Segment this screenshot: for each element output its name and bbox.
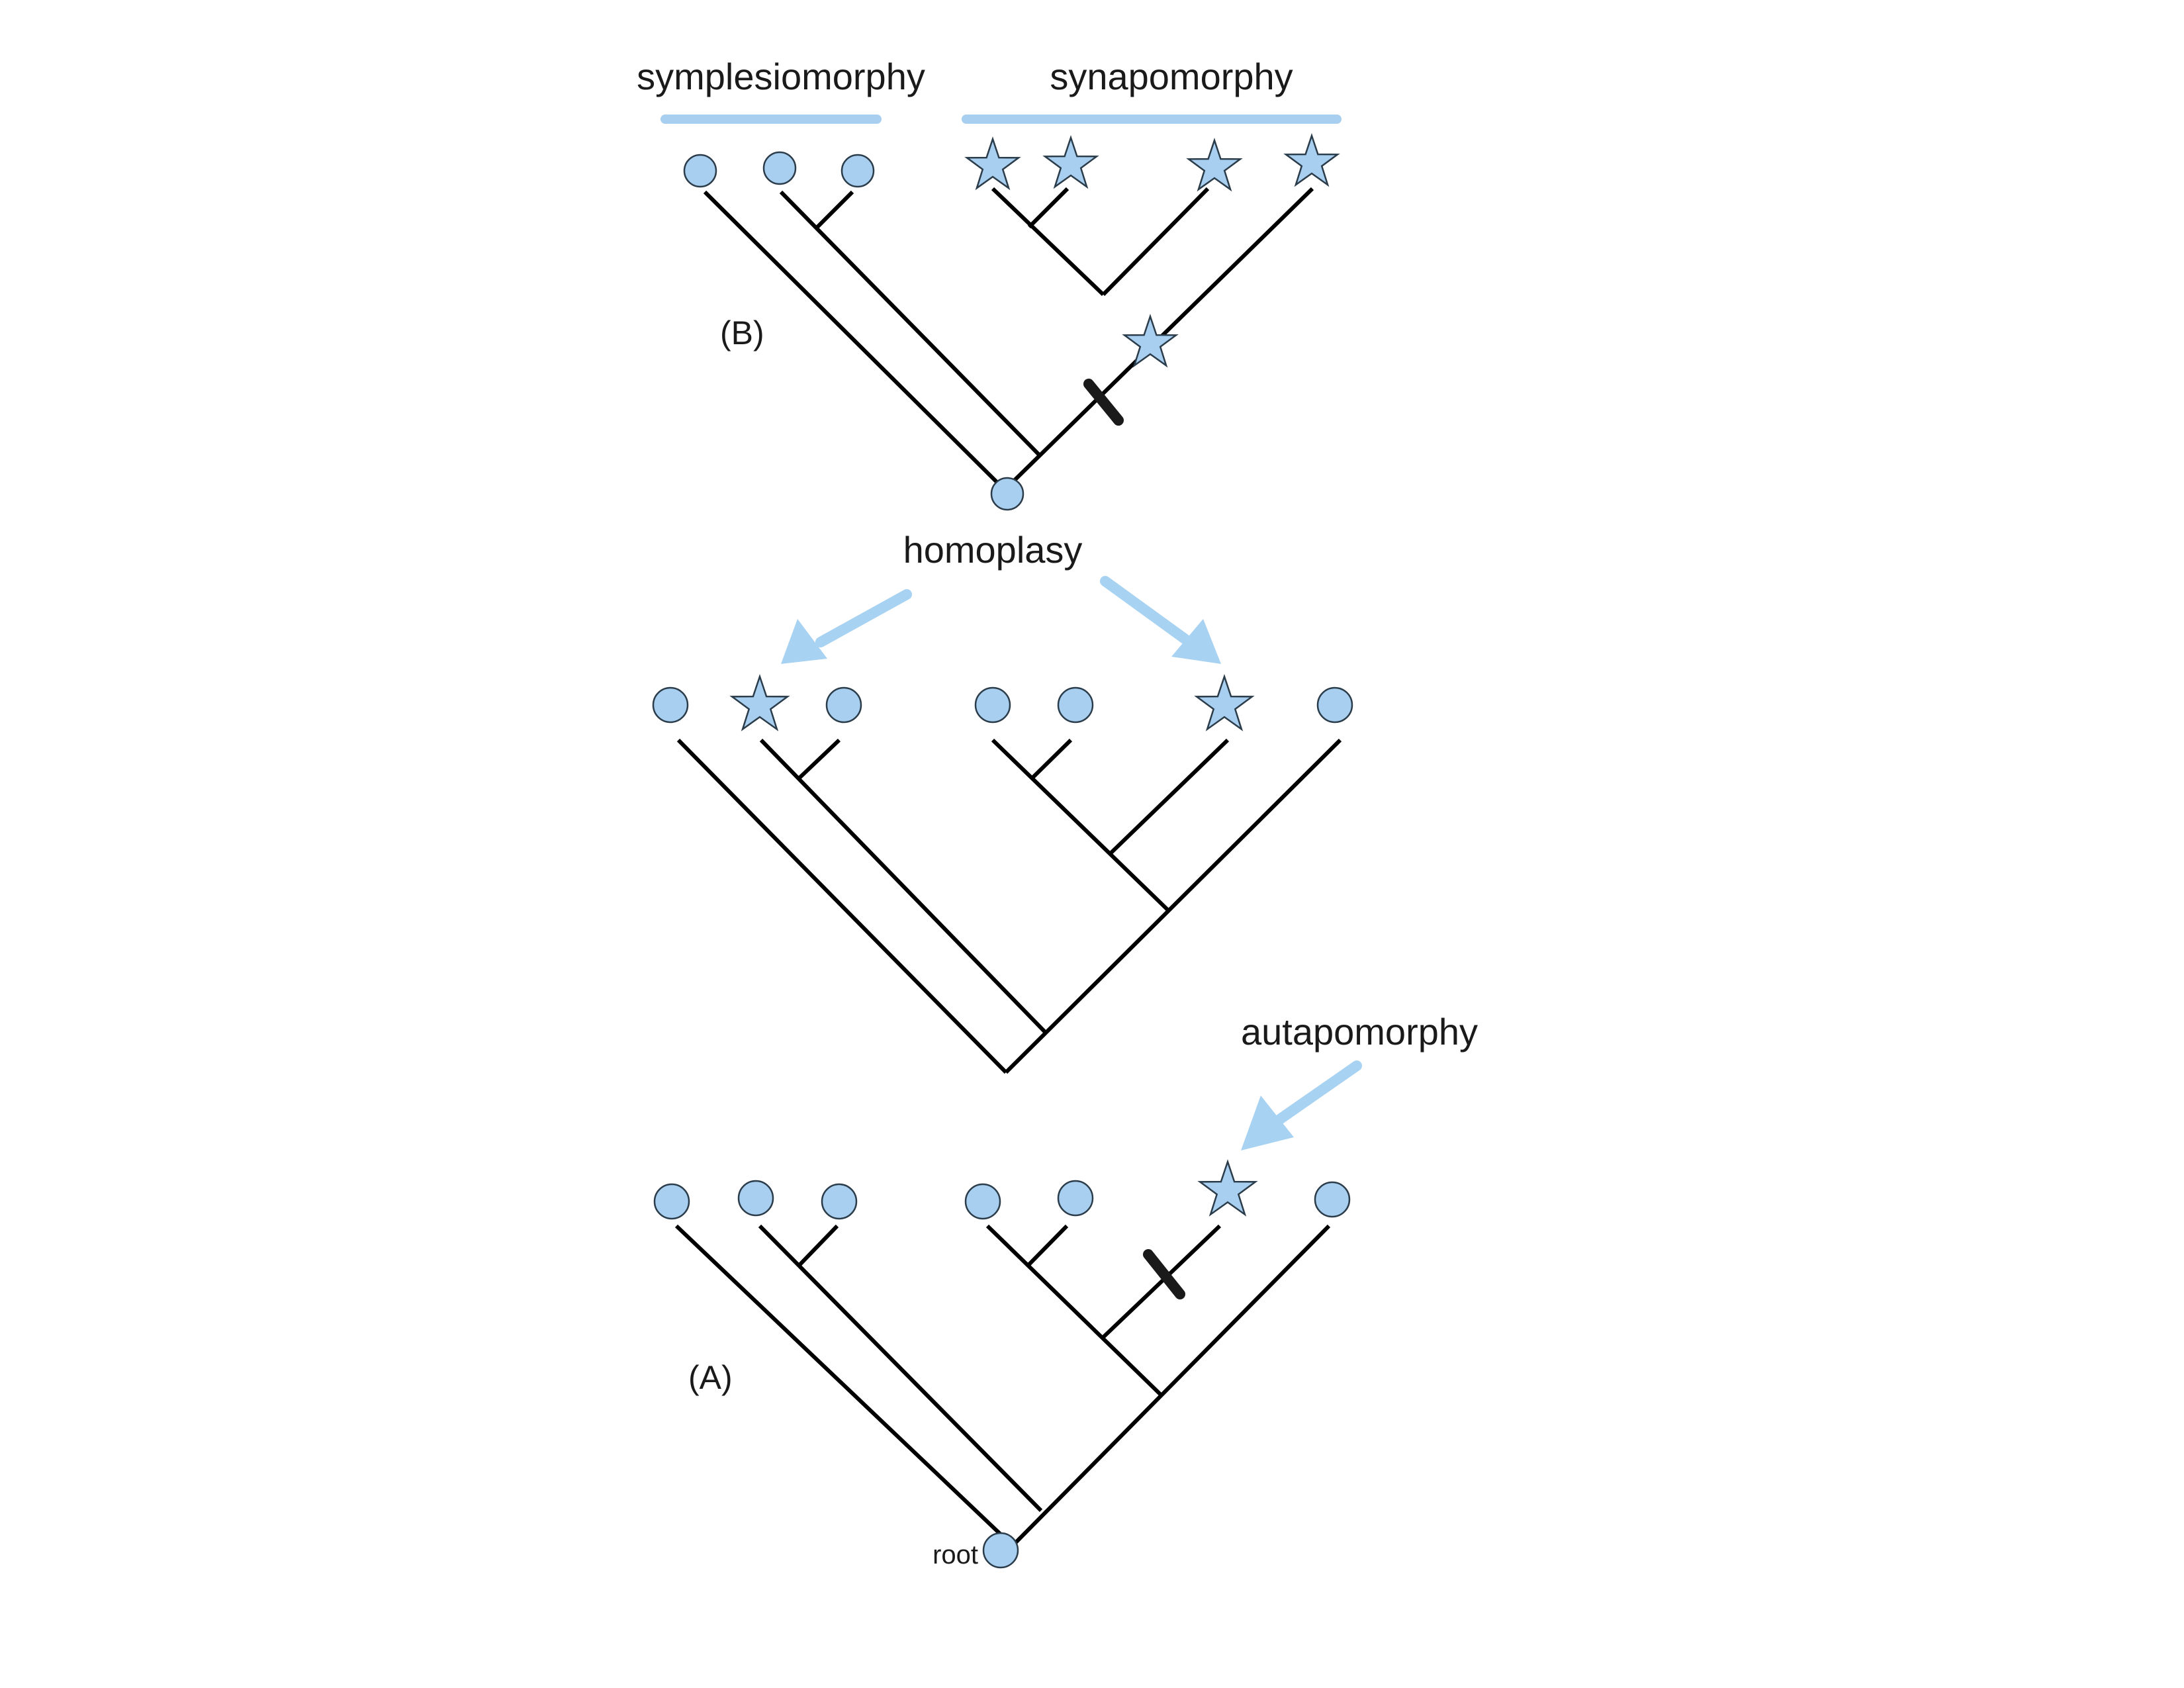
ancestral-state-circle (1314, 1181, 1351, 1218)
ancestral-state-circle (653, 1183, 690, 1220)
branch (1101, 187, 1210, 297)
homoplasy-arrow-right (1100, 576, 1190, 644)
branch (759, 738, 1048, 1035)
branch (676, 738, 1008, 1074)
ancestral-state-circle (974, 686, 1011, 724)
branch (1027, 187, 1069, 229)
autapomorphy-arrowhead (1241, 1096, 1294, 1150)
panel-a-label: (A) (688, 1359, 733, 1396)
branch (991, 738, 1170, 912)
derived-state-star (1197, 1159, 1258, 1217)
ancestral-state-circle (683, 154, 717, 188)
homoplasy-arrowhead-right (1171, 619, 1221, 664)
branch (1101, 1224, 1222, 1339)
branch (1026, 1224, 1069, 1268)
ancestral-state-circle (825, 686, 862, 724)
root-state-circle (990, 477, 1024, 511)
derived-state-star (964, 136, 1021, 191)
derived-state-star (1194, 674, 1255, 731)
branch (674, 1224, 1015, 1548)
character-change-tick (1083, 379, 1124, 426)
ancestral-state-circle (737, 1180, 774, 1217)
branch (779, 190, 1043, 459)
branch (814, 190, 854, 230)
tree-homoplasy: homoplasy (652, 529, 1353, 1074)
ancestral-state-circle (652, 686, 689, 724)
derived-state-star (1122, 314, 1179, 368)
branch (1108, 738, 1230, 856)
ancestral-state-circle (841, 154, 875, 188)
branch (758, 1224, 1043, 1513)
ancestral-state-circle (762, 151, 797, 185)
derived-state-star (1042, 135, 1099, 189)
branch (1004, 738, 1342, 1074)
branch (1011, 1224, 1331, 1548)
ancestral-state-circle (1057, 1180, 1094, 1217)
derived-state-star (1283, 133, 1340, 187)
root-state-circle (982, 1532, 1019, 1569)
synapomorphy-label: synapomorphy (1050, 56, 1293, 97)
homoplasy-arrow-left (815, 589, 912, 647)
branch (797, 1224, 839, 1268)
branch (797, 738, 841, 780)
ancestral-state-circle (1057, 686, 1094, 724)
ancestral-state-circle (964, 1183, 1001, 1220)
character-change-tick (1143, 1249, 1185, 1299)
ancestral-state-circle (821, 1183, 858, 1220)
panel-b-label: (B) (720, 314, 764, 352)
autapomorphy-label: autapomorphy (1241, 1011, 1478, 1053)
tree-b: symplesiomorphy synapomorphy (B) (637, 56, 1342, 511)
ancestral-state-circle (1316, 686, 1353, 724)
homoplasy-label: homoplasy (903, 529, 1083, 571)
root-label: root (933, 1540, 978, 1570)
tree-a: autapomorphy (A) root (653, 1011, 1478, 1570)
branch (991, 187, 1105, 297)
homoplasy-arrowhead-left (781, 619, 827, 664)
branch (1030, 738, 1073, 780)
branch (703, 190, 1007, 492)
autapomorphy-arrow (1275, 1060, 1362, 1124)
derived-state-star (729, 674, 790, 731)
symplesiomorphy-label: symplesiomorphy (637, 56, 925, 97)
derived-state-star (1186, 138, 1243, 192)
branch (985, 1224, 1163, 1397)
